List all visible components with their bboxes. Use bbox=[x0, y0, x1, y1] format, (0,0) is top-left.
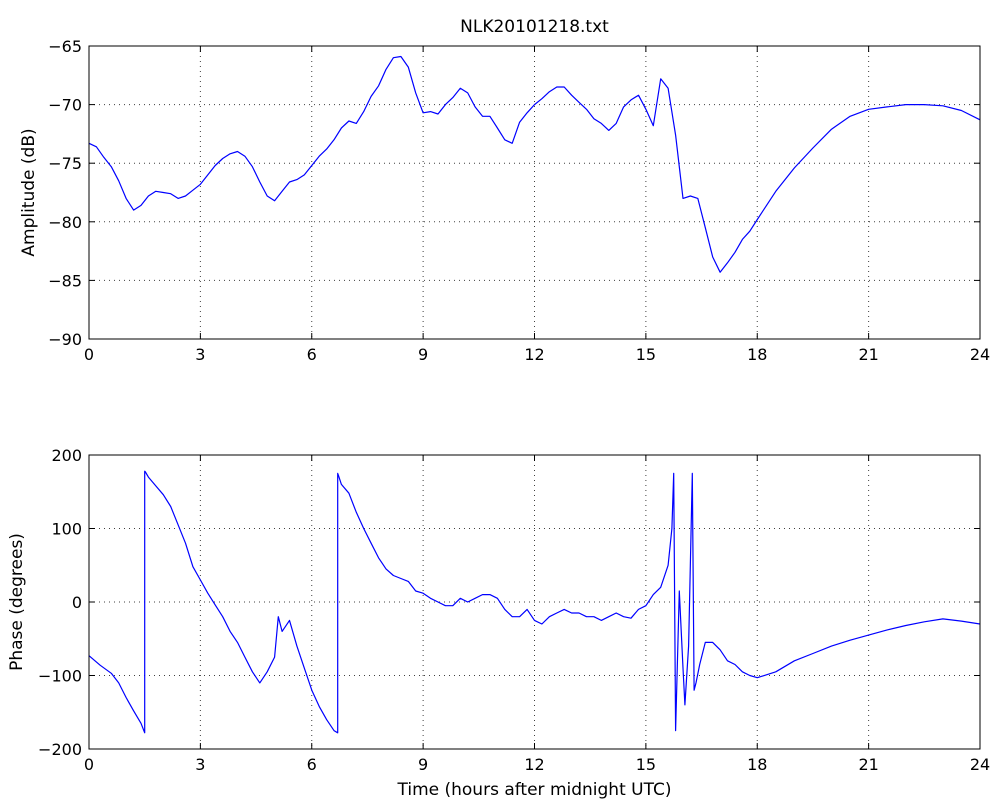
x-tick-label: 12 bbox=[524, 755, 544, 774]
x-tick-label: 18 bbox=[747, 755, 767, 774]
series-line bbox=[88, 55, 981, 273]
x-axis-label: Time (hours after midnight UTC) bbox=[396, 780, 671, 800]
x-tick-label: 6 bbox=[307, 755, 317, 774]
y-tick-label: 200 bbox=[51, 446, 82, 465]
y-tick-label: −80 bbox=[48, 213, 82, 232]
y-tick-label: −75 bbox=[48, 154, 82, 173]
amplitude-plot: 0 3 6 9 12 15 18 21 24 −90 −85 −80 −75 −70 −65 NLK20101… bbox=[19, 17, 990, 364]
x-tick-label: 21 bbox=[858, 345, 878, 364]
x-tick-label: 3 bbox=[195, 345, 205, 364]
x-tick-label: 24 bbox=[970, 755, 990, 774]
y-axis-label: Phase (degrees) bbox=[7, 533, 27, 671]
x-tick-label: 12 bbox=[524, 345, 544, 364]
x-tick-label: 9 bbox=[418, 345, 428, 364]
phase-plot: 0 3 6 9 12 15 18 21 24 −200 −100 0 100 200 Time (hours… bbox=[7, 446, 990, 800]
plot-area bbox=[88, 45, 981, 340]
plot-frame bbox=[88, 45, 981, 340]
y-tick-label: −100 bbox=[38, 667, 82, 686]
x-tick-label: 15 bbox=[636, 345, 656, 364]
y-tick-label: −200 bbox=[38, 740, 82, 759]
x-tick-label: 0 bbox=[84, 345, 94, 364]
y-axis-label: Amplitude (dB) bbox=[19, 128, 39, 256]
y-tick-label: −65 bbox=[48, 37, 82, 56]
x-tick-label: 15 bbox=[636, 755, 656, 774]
y-tick-label: −70 bbox=[48, 96, 82, 115]
x-tick-label: 6 bbox=[307, 345, 317, 364]
y-tick-label: 100 bbox=[51, 520, 82, 539]
y-tick-label: 0 bbox=[72, 593, 82, 612]
x-tick-label: 0 bbox=[84, 755, 94, 774]
x-tick-label: 18 bbox=[747, 345, 767, 364]
y-tick-label: −85 bbox=[48, 271, 82, 290]
x-tick-label: 24 bbox=[970, 345, 990, 364]
x-tick-label: 21 bbox=[858, 755, 878, 774]
plot-frame bbox=[88, 454, 981, 750]
y-tick-label: −90 bbox=[48, 330, 82, 349]
series-line bbox=[88, 470, 981, 734]
chart-title: NLK20101218.txt bbox=[460, 17, 609, 37]
x-tick-label: 3 bbox=[195, 755, 205, 774]
x-tick-label: 9 bbox=[418, 755, 428, 774]
